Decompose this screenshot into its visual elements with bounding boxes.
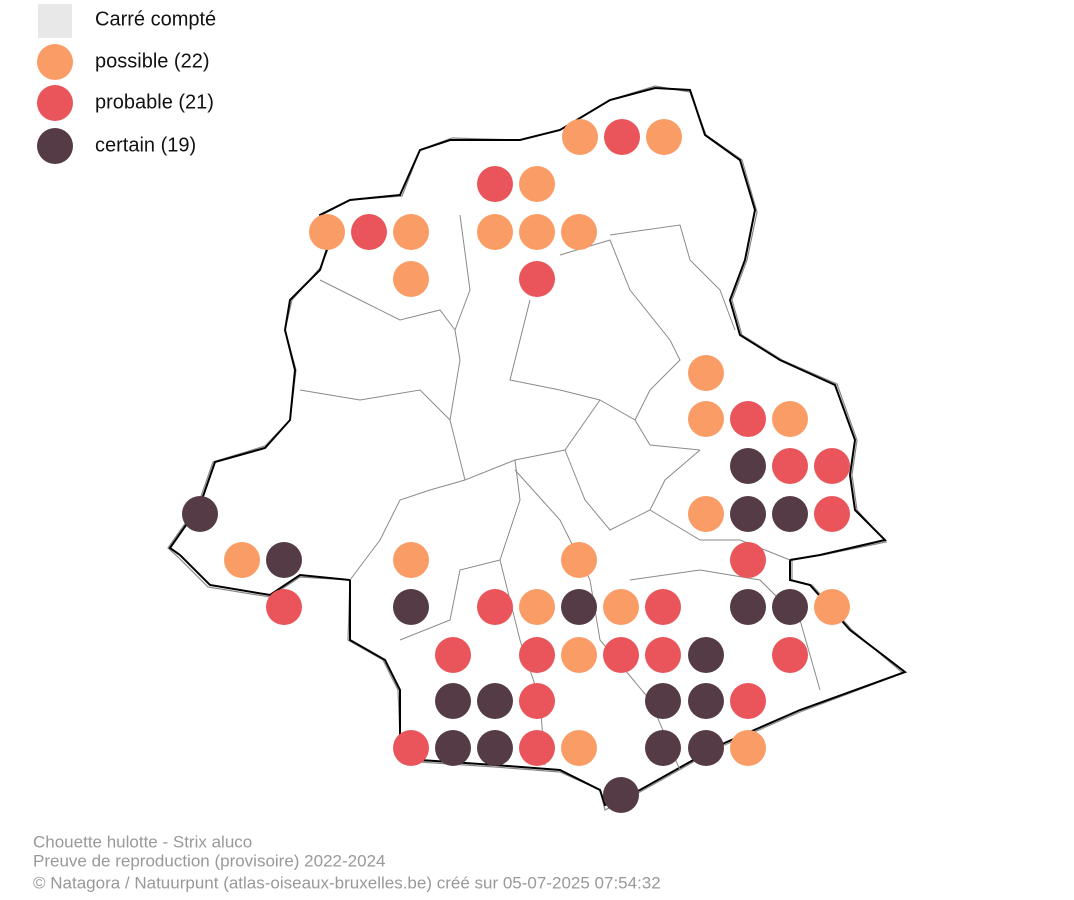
square-dot (561, 637, 597, 673)
square-dot (604, 119, 640, 155)
footer-line: © Natagora / Natuurpunt (atlas-oiseaux-b… (33, 873, 661, 892)
legend-swatch (37, 128, 73, 164)
square-dot (688, 637, 724, 673)
square-dot (519, 261, 555, 297)
square-dot (561, 214, 597, 250)
square-dot (645, 589, 681, 625)
square-dot (730, 730, 766, 766)
legend-label: possible (22) (95, 50, 210, 72)
square-dot (266, 542, 302, 578)
square-dot (519, 730, 555, 766)
square-dot (561, 542, 597, 578)
legend-swatch (37, 44, 73, 80)
squares (182, 119, 850, 813)
square-dot (393, 730, 429, 766)
square-dot (814, 589, 850, 625)
square-dot (688, 730, 724, 766)
square-dot (645, 637, 681, 673)
square-dot (351, 214, 387, 250)
square-dot (393, 261, 429, 297)
square-dot (477, 214, 513, 250)
square-dot (730, 683, 766, 719)
square-dot (435, 683, 471, 719)
square-dot (772, 401, 808, 437)
square-dot (688, 683, 724, 719)
square-dot (477, 589, 513, 625)
square-dot (730, 448, 766, 484)
square-dot (730, 496, 766, 532)
square-dot (561, 589, 597, 625)
footer-line: Chouette hulotte - Strix aluco (33, 832, 252, 851)
square-dot (519, 589, 555, 625)
square-dot (477, 683, 513, 719)
square-dot (772, 589, 808, 625)
footer-line: Preuve de reproduction (provisoire) 2022… (33, 851, 385, 870)
square-dot (519, 683, 555, 719)
square-dot (519, 214, 555, 250)
square-dot (646, 119, 682, 155)
square-dot (603, 589, 639, 625)
legend-swatch (38, 4, 72, 38)
square-dot (477, 730, 513, 766)
square-dot (519, 166, 555, 202)
square-dot (224, 542, 260, 578)
square-dot (519, 637, 555, 673)
square-dot (688, 355, 724, 391)
square-dot (730, 589, 766, 625)
square-dot (393, 542, 429, 578)
square-dot (562, 119, 598, 155)
square-dot (688, 401, 724, 437)
square-dot (561, 730, 597, 766)
square-dot (730, 401, 766, 437)
square-dot (393, 214, 429, 250)
square-dot (645, 730, 681, 766)
legend-label: Carré compté (95, 8, 216, 30)
square-dot (309, 214, 345, 250)
square-dot (603, 777, 639, 813)
square-dot (266, 589, 302, 625)
square-dot (603, 637, 639, 673)
legend-label: certain (19) (95, 134, 196, 156)
square-dot (814, 496, 850, 532)
square-dot (772, 637, 808, 673)
legend-swatch (37, 85, 73, 121)
square-dot (814, 448, 850, 484)
square-dot (182, 496, 218, 532)
square-dot (772, 496, 808, 532)
square-dot (435, 637, 471, 673)
square-dot (477, 166, 513, 202)
square-dot (645, 683, 681, 719)
square-dot (435, 730, 471, 766)
square-dot (772, 448, 808, 484)
square-dot (393, 589, 429, 625)
legend-label: probable (21) (95, 91, 214, 113)
square-dot (730, 542, 766, 578)
square-dot (688, 496, 724, 532)
